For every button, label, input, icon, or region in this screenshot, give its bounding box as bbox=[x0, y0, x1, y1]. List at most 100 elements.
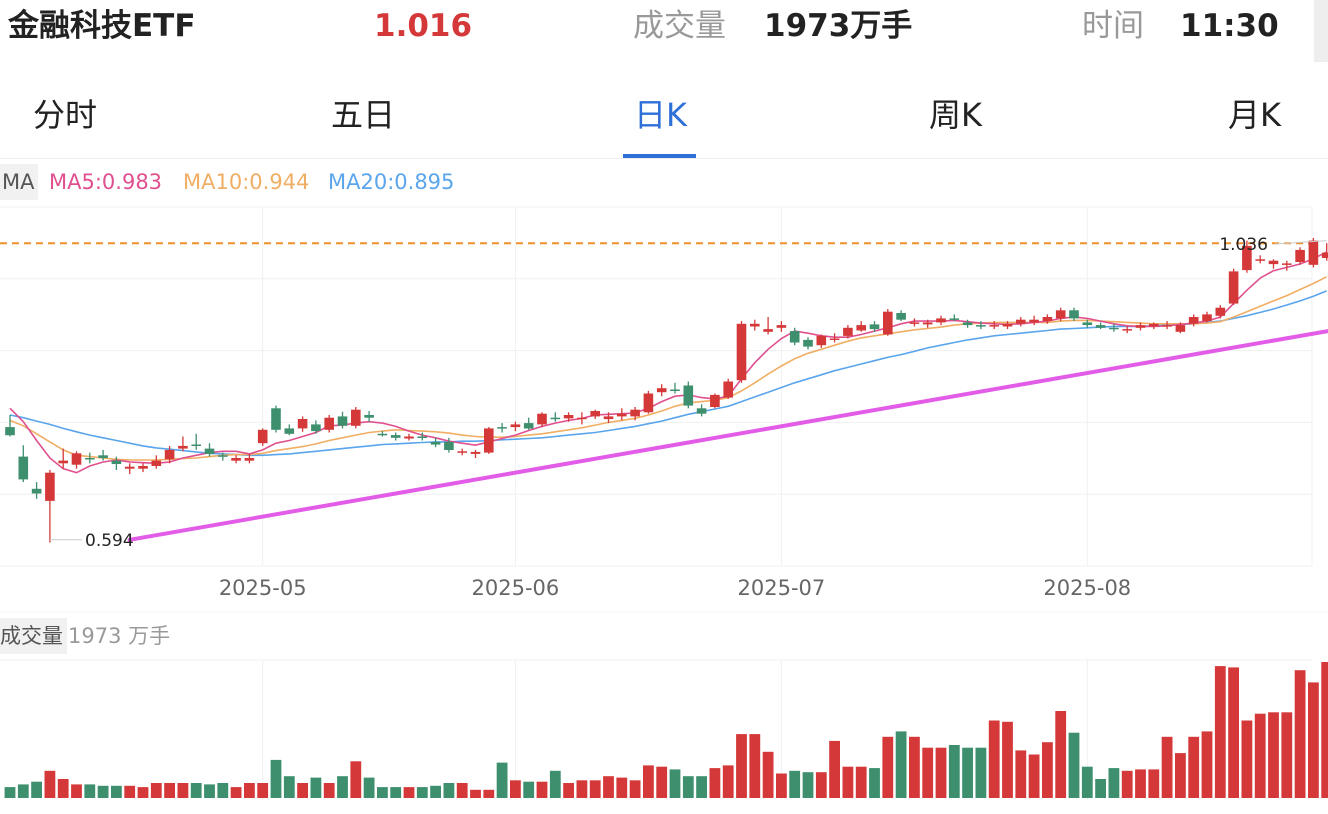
volume-bar bbox=[988, 720, 1000, 798]
volume-bar bbox=[1321, 662, 1328, 798]
candle-body bbox=[58, 460, 68, 464]
volume-bar bbox=[603, 776, 614, 798]
volume-panel-tag[interactable]: 成交量 bbox=[0, 618, 67, 654]
volume-bar bbox=[815, 772, 827, 798]
volume-bar bbox=[4, 787, 16, 798]
candle-body bbox=[550, 417, 561, 420]
candle-body bbox=[829, 338, 840, 340]
candle-body bbox=[297, 419, 308, 429]
volume-bar bbox=[350, 761, 362, 798]
candle-body bbox=[1295, 249, 1305, 262]
candle-body bbox=[1149, 323, 1159, 327]
candle-body bbox=[1029, 319, 1039, 323]
volume-bar bbox=[310, 777, 322, 798]
candle-body bbox=[45, 472, 55, 501]
candle-body bbox=[936, 318, 946, 323]
candle-body bbox=[656, 388, 667, 393]
candle-body bbox=[1082, 322, 1093, 326]
candle-body bbox=[178, 445, 188, 449]
volume-bar bbox=[1028, 754, 1040, 798]
volume-bar bbox=[1241, 720, 1253, 798]
volume-bar bbox=[962, 747, 973, 798]
max-label-leader bbox=[1274, 240, 1327, 245]
candle-body bbox=[18, 456, 29, 480]
candle-body bbox=[869, 324, 880, 330]
volume-bar bbox=[1254, 713, 1266, 798]
tab-five-day[interactable]: 五日 bbox=[331, 96, 396, 134]
volume-bar bbox=[1068, 732, 1080, 798]
volume-bar bbox=[297, 783, 308, 798]
candle-body bbox=[710, 394, 720, 407]
volume-bar bbox=[1095, 779, 1106, 798]
volume-bar bbox=[283, 776, 295, 798]
volume-bar bbox=[682, 776, 694, 798]
candle-body bbox=[351, 409, 361, 426]
volume-bar bbox=[736, 734, 747, 798]
candle-body bbox=[590, 411, 600, 417]
volume-bar bbox=[1294, 670, 1306, 798]
candle-body bbox=[723, 381, 733, 398]
volume-bar bbox=[1055, 711, 1067, 798]
tab-intraday[interactable]: 分时 bbox=[33, 96, 98, 134]
volume-bar bbox=[470, 789, 481, 798]
trendline bbox=[127, 329, 1328, 542]
volume-bar bbox=[802, 772, 814, 798]
volume-bar bbox=[1135, 769, 1146, 798]
volume-bar bbox=[722, 765, 734, 798]
time-label: 时间 bbox=[1082, 8, 1144, 44]
candle-body bbox=[85, 458, 95, 460]
candle-body bbox=[430, 441, 441, 445]
volume-bar bbox=[456, 783, 468, 798]
candle-body bbox=[1268, 260, 1279, 265]
volume-bar bbox=[589, 780, 601, 798]
volume-bar bbox=[84, 784, 96, 798]
volume-bar bbox=[669, 769, 681, 798]
candle-body bbox=[949, 318, 960, 320]
volume-bar bbox=[1201, 731, 1213, 798]
candle-body bbox=[1162, 325, 1172, 327]
scrollbar[interactable] bbox=[1314, 0, 1328, 62]
volume-bar bbox=[1214, 666, 1226, 798]
candle-body bbox=[364, 415, 374, 418]
candle-body bbox=[271, 408, 281, 430]
tab-weekly-k[interactable]: 周K bbox=[929, 96, 982, 134]
volume-bar bbox=[536, 781, 548, 798]
candle-body bbox=[816, 335, 827, 346]
volume-bar bbox=[57, 779, 69, 798]
volume-bar bbox=[17, 784, 29, 798]
tab-daily-k[interactable]: 日K bbox=[634, 96, 687, 134]
candle-body bbox=[31, 488, 42, 494]
current-price: 1.016 bbox=[374, 8, 473, 44]
candle-body bbox=[789, 331, 800, 343]
x-tick-label: 2025-05 bbox=[219, 576, 307, 600]
candle-body bbox=[883, 311, 893, 335]
volume-bar bbox=[124, 785, 136, 798]
candle-body bbox=[843, 327, 853, 336]
volume-bar bbox=[882, 736, 894, 798]
tab-monthly-k[interactable]: 月K bbox=[1228, 96, 1281, 134]
volume-bar bbox=[1148, 769, 1160, 798]
volume-bar bbox=[137, 787, 149, 798]
volume-bar bbox=[922, 747, 934, 798]
volume-bar bbox=[377, 787, 388, 798]
ma20-line bbox=[9, 290, 1327, 457]
volume-bar bbox=[975, 747, 987, 798]
candle-body bbox=[896, 313, 906, 320]
period-tabs: 分时 五日 日K 周K 月K bbox=[0, 70, 1328, 159]
candle-body bbox=[257, 429, 268, 444]
candle-body bbox=[191, 444, 201, 446]
volume-bar bbox=[523, 781, 535, 798]
candle-body bbox=[324, 417, 334, 430]
volume-bar bbox=[563, 783, 574, 798]
candle-body bbox=[1215, 307, 1226, 316]
ma-indicator-tag[interactable]: MA bbox=[0, 164, 38, 200]
candle-body bbox=[1188, 317, 1199, 324]
volume-bar bbox=[1268, 712, 1279, 798]
candle-body bbox=[1002, 323, 1013, 327]
candle-body bbox=[444, 441, 454, 450]
volume-bar bbox=[31, 781, 42, 798]
volume-bar bbox=[177, 783, 189, 798]
volume-bar bbox=[1188, 736, 1200, 798]
candle-body bbox=[231, 458, 241, 461]
